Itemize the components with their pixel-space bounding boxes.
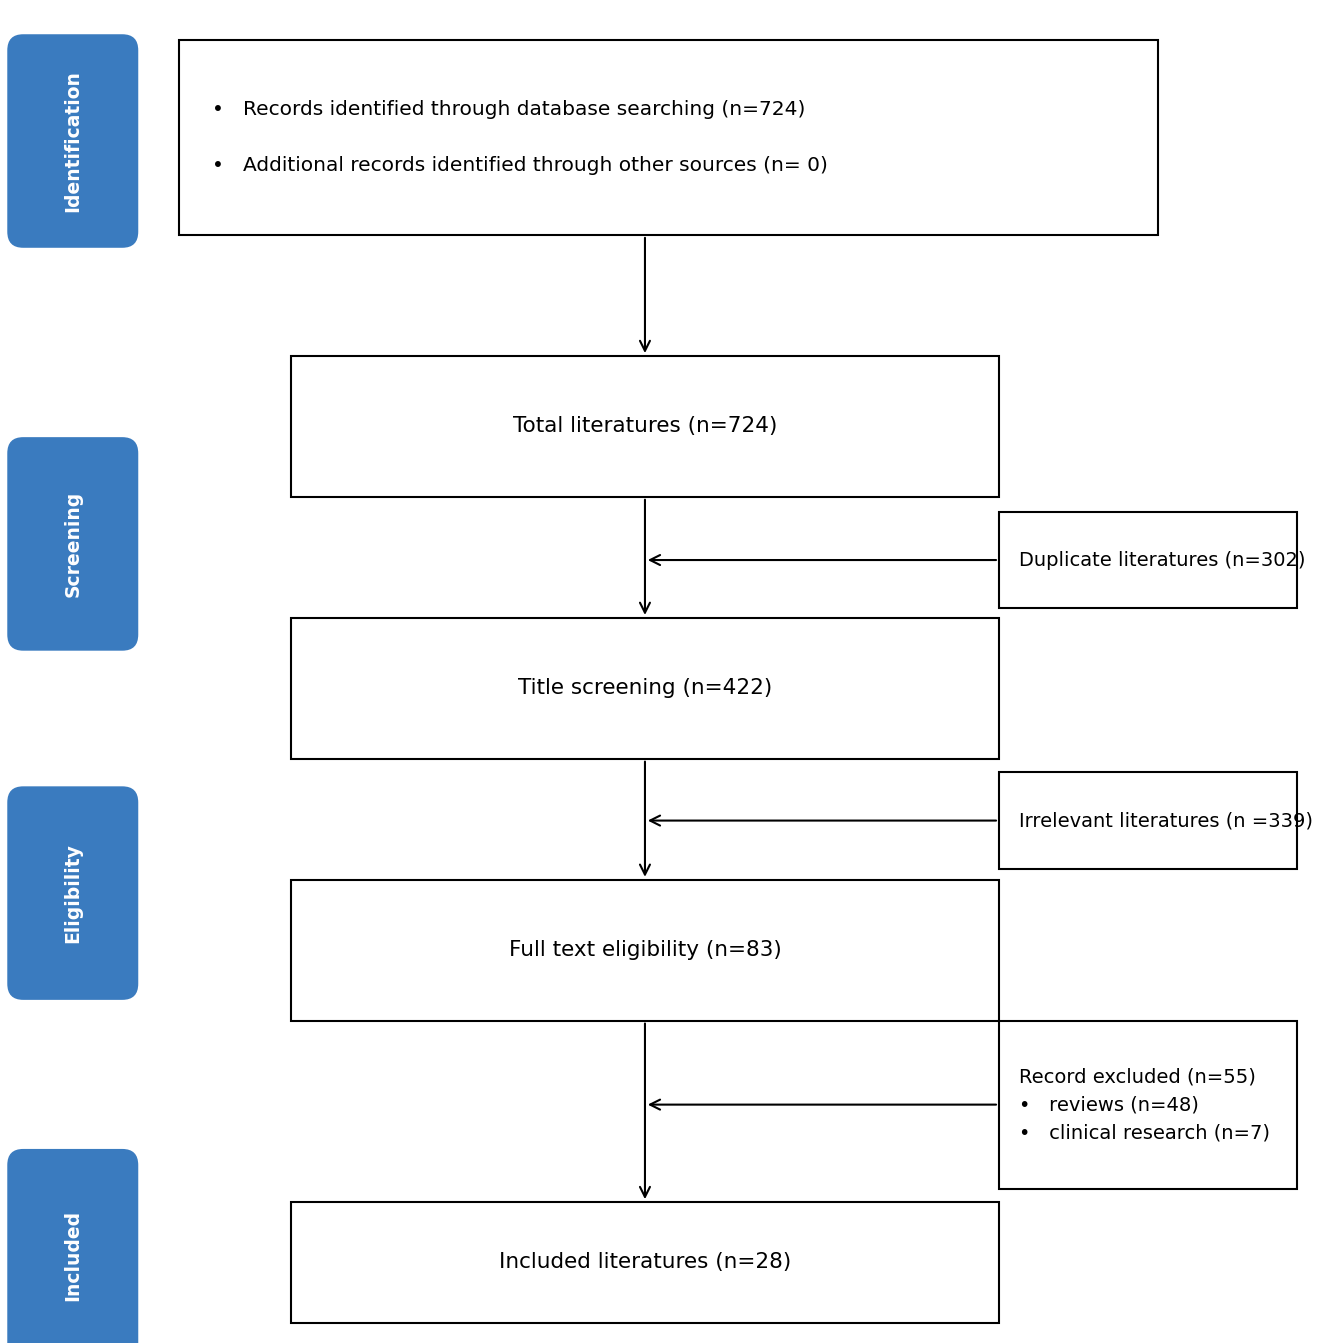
FancyBboxPatch shape [291,356,999,497]
FancyBboxPatch shape [8,787,139,999]
Text: Title screening (n=422): Title screening (n=422) [517,678,773,698]
FancyBboxPatch shape [999,1021,1297,1189]
FancyBboxPatch shape [291,618,999,759]
Text: •   Records identified through database searching (n=724)

•   Additional record: • Records identified through database se… [212,101,828,175]
Text: Duplicate literatures (n=302): Duplicate literatures (n=302) [1019,551,1306,569]
Text: Record excluded (n=55)
•   reviews (n=48)
•   clinical research (n=7): Record excluded (n=55) • reviews (n=48) … [1019,1068,1270,1142]
FancyBboxPatch shape [291,1202,999,1323]
FancyBboxPatch shape [999,772,1297,869]
FancyBboxPatch shape [291,880,999,1021]
FancyBboxPatch shape [179,40,1158,235]
Text: Total literatures (n=724): Total literatures (n=724) [513,416,777,436]
Text: Included literatures (n=28): Included literatures (n=28) [499,1253,791,1272]
Text: Screening: Screening [64,490,82,598]
Text: Irrelevant literatures (n =339): Irrelevant literatures (n =339) [1019,811,1312,830]
Text: Identification: Identification [64,70,82,212]
Text: Included: Included [64,1210,82,1301]
FancyBboxPatch shape [8,1150,139,1343]
Text: Eligibility: Eligibility [64,843,82,943]
FancyBboxPatch shape [999,512,1297,608]
FancyBboxPatch shape [8,34,139,247]
Text: Full text eligibility (n=83): Full text eligibility (n=83) [508,940,782,960]
FancyBboxPatch shape [8,438,139,651]
